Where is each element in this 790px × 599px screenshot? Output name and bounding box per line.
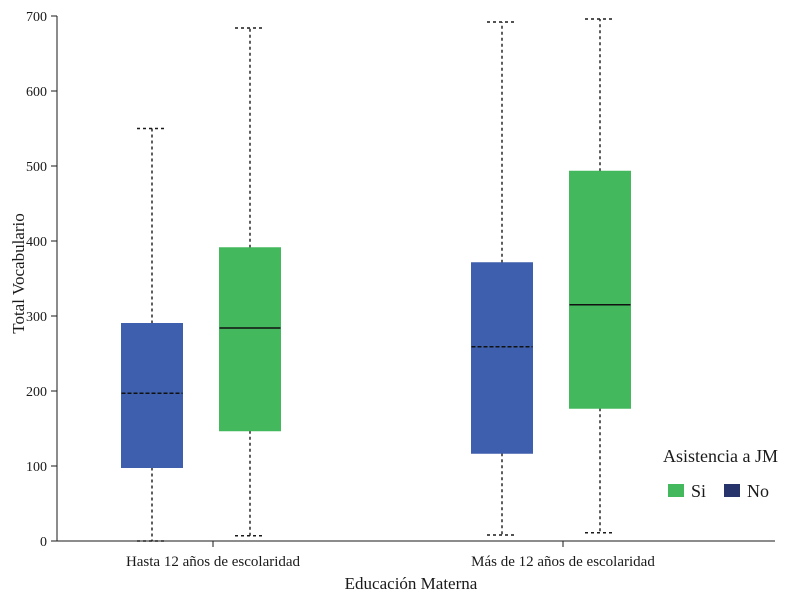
y-tick-label: 700 [26, 10, 47, 25]
legend-label-si: Si [691, 481, 706, 501]
legend-entries: Si No [668, 481, 769, 501]
box-body [471, 262, 533, 454]
y-ticks: 0 100 200 300 400 500 600 700 [26, 10, 57, 550]
boxes [121, 18, 631, 542]
box-no-2 [471, 21, 533, 536]
x-axis-title: Educación Materna [345, 574, 478, 593]
axes [56, 16, 775, 542]
x-category-label: Más de 12 años de escolaridad [471, 554, 655, 570]
legend-swatch-si [668, 484, 684, 497]
box-si-1 [219, 27, 281, 537]
box-si-2 [569, 18, 631, 534]
y-tick-label: 600 [26, 85, 47, 100]
y-tick-label: 500 [26, 160, 47, 175]
box-body [219, 247, 281, 432]
x-category-labels: Hasta 12 años de escolaridad Más de 12 añ… [126, 541, 655, 570]
y-tick-label: 0 [40, 535, 47, 550]
box-no-1 [121, 127, 183, 542]
x-category-label: Hasta 12 años de escolaridad [126, 554, 301, 570]
y-tick-label: 300 [26, 310, 47, 325]
legend-label-no: No [747, 481, 769, 501]
y-axis-title: Total Vocabulario [9, 213, 28, 333]
box-body [569, 170, 631, 409]
y-tick-label: 400 [26, 235, 47, 250]
y-tick-label: 100 [26, 460, 47, 475]
y-tick-label: 200 [26, 385, 47, 400]
legend: Asistencia a JM Si No [663, 446, 778, 501]
legend-swatch-no [724, 484, 740, 497]
legend-title: Asistencia a JM [663, 446, 778, 466]
box-body [121, 323, 183, 468]
